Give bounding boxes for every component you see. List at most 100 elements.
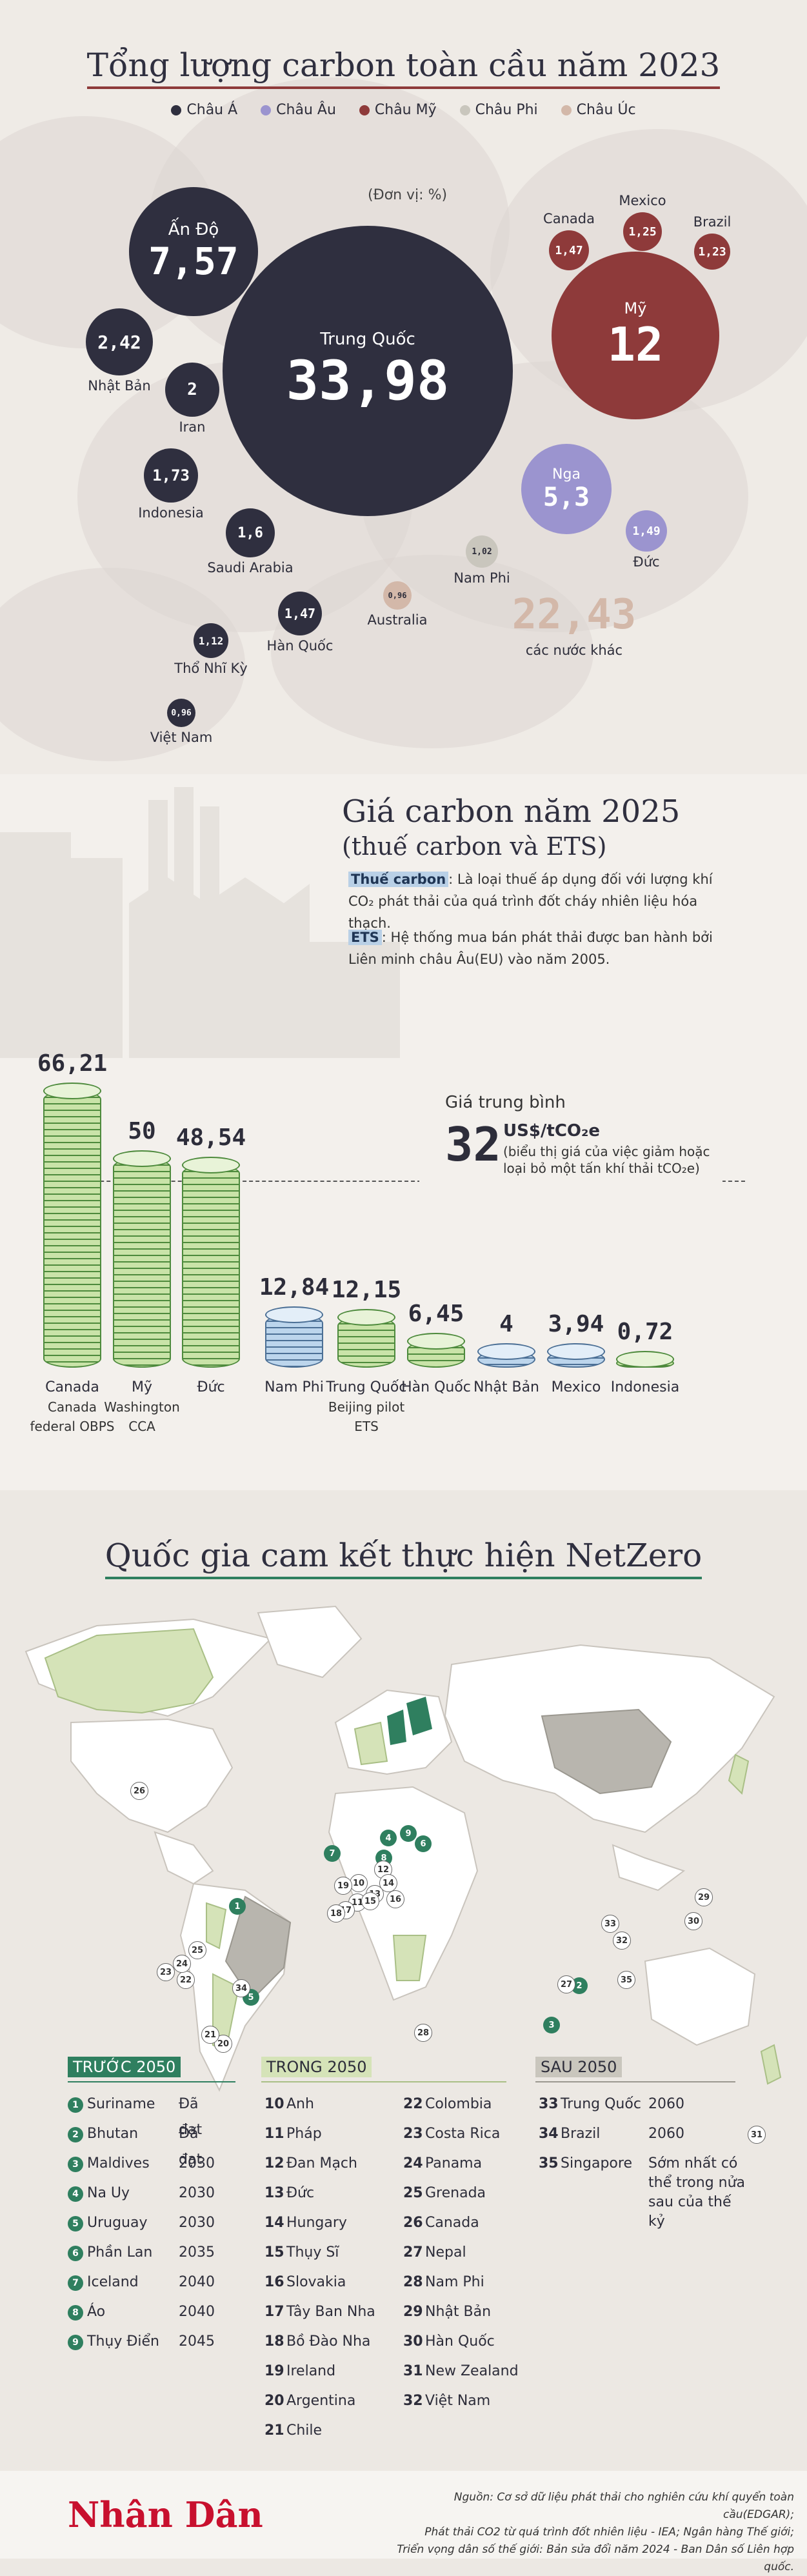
map-pin-9: 9	[400, 1825, 417, 1842]
target-year: 2060	[648, 2096, 684, 2112]
target-year: 2045	[179, 2333, 215, 2350]
bubble-5: 2	[165, 363, 219, 417]
category-name: Đức	[197, 1379, 225, 1395]
bar-top	[407, 1333, 465, 1350]
netzero-during-row: 10 Anh	[264, 2092, 314, 2117]
map-pin-16: 16	[386, 1890, 404, 1908]
country-name: Suriname	[87, 2096, 155, 2112]
smoke-decoration	[271, 555, 593, 748]
map-pin-3: 3	[543, 2017, 560, 2033]
legend-label: Châu Mỹ	[374, 102, 437, 118]
row-number: 11	[264, 2126, 284, 2142]
smoke-decoration	[0, 568, 245, 761]
bubble-value: 0,96	[171, 708, 192, 718]
legend-item: Châu Úc	[561, 102, 636, 118]
bubble-label: Nhật Bản	[88, 378, 151, 394]
source-notes: Nguồn: Cơ sở dữ liệu phát thải cho nghiê…	[394, 2489, 794, 2576]
target-year: 2035	[179, 2244, 215, 2261]
country-name: Nam Phi	[425, 2274, 484, 2290]
carbon-tax-definition: Thuế carbon: Là loại thuế áp dụng đối vớ…	[348, 868, 716, 934]
country-name: Panama	[425, 2155, 483, 2172]
chart-title: Giá carbon năm 2025	[342, 794, 681, 830]
country-name: Nhật Bản	[425, 2304, 492, 2320]
bubble-name: Nga	[552, 466, 581, 483]
map-pin-34: 34	[232, 1979, 250, 1997]
row-number: 15	[264, 2244, 284, 2261]
country-name: Hàn Quốc	[425, 2333, 495, 2350]
bubble-value: 1,73	[152, 466, 190, 484]
netzero-during-row: 14 Hungary	[264, 2210, 347, 2236]
bubble-value: 1,47	[555, 243, 583, 257]
carbon-price-section: Giá carbon năm 2025 (thuế carbon và ETS)…	[0, 774, 807, 1490]
netzero-during-row: 11 Pháp	[264, 2121, 322, 2147]
country-name: Bồ Đào Nha	[286, 2333, 371, 2350]
bubble-value: 5,3	[543, 482, 590, 512]
country-name: Đan Mạch	[286, 2155, 357, 2172]
legend-dot	[171, 105, 182, 115]
bar-top	[43, 1083, 101, 1099]
bubble-value: 1,49	[632, 524, 661, 538]
before-2050-heading: TRƯỚC 2050	[68, 2057, 181, 2077]
netzero-during-row: 17 Tây Ban Nha	[264, 2299, 375, 2325]
netzero-before-row: 5 Uruguay 2030	[68, 2210, 215, 2236]
bar-Mỹ	[113, 1158, 171, 1368]
country-name: Anh	[286, 2096, 314, 2112]
map-pin-30: 30	[684, 1912, 702, 1930]
source-line: Nguồn: Cơ sở dữ liệu phát thải cho nghiê…	[453, 2491, 794, 2521]
map-pin-33: 33	[601, 1915, 619, 1933]
row-number: 23	[403, 2126, 423, 2142]
bubble-value: 0,96	[388, 591, 407, 600]
netzero-during-row: 29 Nhật Bản	[403, 2299, 491, 2325]
carbon-tax-tag: Thuế carbon	[348, 872, 449, 887]
netzero-before-row: 1 Suriname Đã đạt	[68, 2092, 202, 2138]
country-name: Na Uy	[87, 2185, 130, 2201]
category-name: Nhật Bản	[473, 1379, 540, 1395]
row-number: 33	[539, 2096, 559, 2112]
average-unit: US$/tCO₂e	[503, 1121, 601, 1141]
target-year: 2030	[179, 2185, 215, 2201]
category-note: Beijing pilot ETS	[328, 1399, 405, 1434]
netzero-before-row: 9 Thụy Điển 2045	[68, 2329, 215, 2355]
row-number: 34	[539, 2126, 559, 2142]
map-pin-29: 29	[695, 1888, 713, 1906]
map-pin-27: 27	[557, 1975, 575, 1993]
row-number: 32	[403, 2393, 423, 2409]
row-number: 3	[68, 2157, 83, 2172]
category-label: Đức	[163, 1378, 259, 1397]
bubble-name: Trung Quốc	[320, 330, 415, 349]
newspaper-logo[interactable]: Nhân Dân	[68, 2494, 263, 2535]
category-name: Mexico	[551, 1379, 601, 1395]
source-line: Phát thải CO2 từ quá trình đốt nhiên liệ…	[424, 2526, 794, 2539]
country-name: Nepal	[425, 2244, 466, 2261]
netzero-section: Quốc gia cam kết thực hiện NetZero	[0, 1490, 807, 2471]
map-pin-32: 32	[613, 1932, 631, 1950]
bubble-14: 1,02	[466, 535, 498, 568]
legend-item: Châu Âu	[261, 102, 336, 118]
country-name: Brazil	[561, 2126, 601, 2142]
netzero-before-row: 7 Iceland 2040	[68, 2270, 215, 2295]
netzero-before-row: 2 Bhutan Đã đạt	[68, 2121, 202, 2168]
row-number: 18	[264, 2333, 284, 2350]
average-title: Giá trung bình	[445, 1093, 566, 1112]
bubble-label: Thổ Nhĩ Kỳ	[174, 661, 248, 676]
bubble-label: Canada	[543, 211, 595, 226]
country-name: Thụy Điển	[87, 2333, 159, 2350]
bubble-label: Nam Phi	[453, 570, 510, 586]
netzero-after-row: 35 Singapore Sớm nhất có thể trong nửa sau…	[539, 2151, 745, 2230]
factory-illustration	[0, 787, 400, 1058]
during-2050-heading: TRONG 2050	[261, 2057, 372, 2077]
category-note: Washington CCA	[104, 1399, 180, 1434]
average-note: (biểu thị giá của việc giảm hoặc loại bỏ…	[503, 1144, 710, 1176]
map-pin-14: 14	[379, 1874, 397, 1892]
target-year: 2030	[179, 2155, 215, 2172]
bubble-value: 2,42	[97, 331, 141, 353]
map-pin-19: 19	[334, 1877, 352, 1895]
netzero-during-row: 28 Nam Phi	[403, 2270, 484, 2295]
row-number: 28	[403, 2274, 423, 2290]
legend-dot	[561, 105, 572, 115]
bubble-value: 12	[607, 317, 664, 372]
map-pin-4: 4	[380, 1830, 397, 1846]
bubble-value: 1,25	[628, 225, 657, 239]
bubble-value: 1,23	[698, 245, 726, 259]
row-number: 25	[403, 2185, 423, 2201]
